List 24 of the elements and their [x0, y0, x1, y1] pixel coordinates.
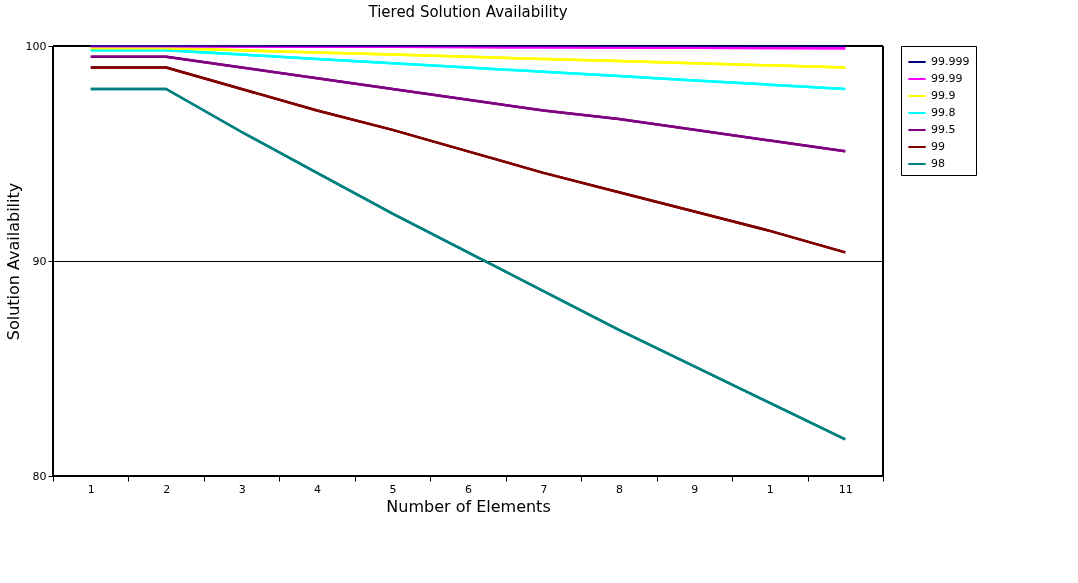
y-tick-label: 80: [32, 469, 47, 483]
x-tick-label: 11: [838, 482, 853, 496]
y-tick-label: 100: [25, 39, 47, 53]
legend-label: 99.99: [931, 72, 963, 85]
x-tick-label: 4: [314, 482, 322, 496]
legend-label: 99.5: [931, 123, 956, 136]
legend-label: 99.999: [931, 55, 970, 68]
x-tick-label: 7: [540, 482, 548, 496]
y-tick-label: 90: [32, 254, 47, 268]
x-tick-label: 1: [87, 482, 95, 496]
chart-title: Tiered Solution Availability: [367, 3, 568, 21]
legend-label: 99: [931, 140, 945, 153]
legend-label: 98: [931, 157, 945, 170]
x-tick-label: 2: [163, 482, 171, 496]
x-tick-label: 5: [389, 482, 397, 496]
x-tick-label: 1: [766, 482, 774, 496]
legend-label: 99.8: [931, 106, 956, 119]
x-tick-label: 6: [465, 482, 472, 496]
x-tick-label: 3: [238, 482, 246, 496]
x-tick-label: 9: [691, 482, 699, 496]
x-axis-title: Number of Elements: [386, 496, 551, 516]
x-tick-label: 8: [615, 482, 623, 496]
y-axis-title: Solution Availability: [3, 182, 23, 341]
legend-label: 99.9: [931, 89, 956, 102]
